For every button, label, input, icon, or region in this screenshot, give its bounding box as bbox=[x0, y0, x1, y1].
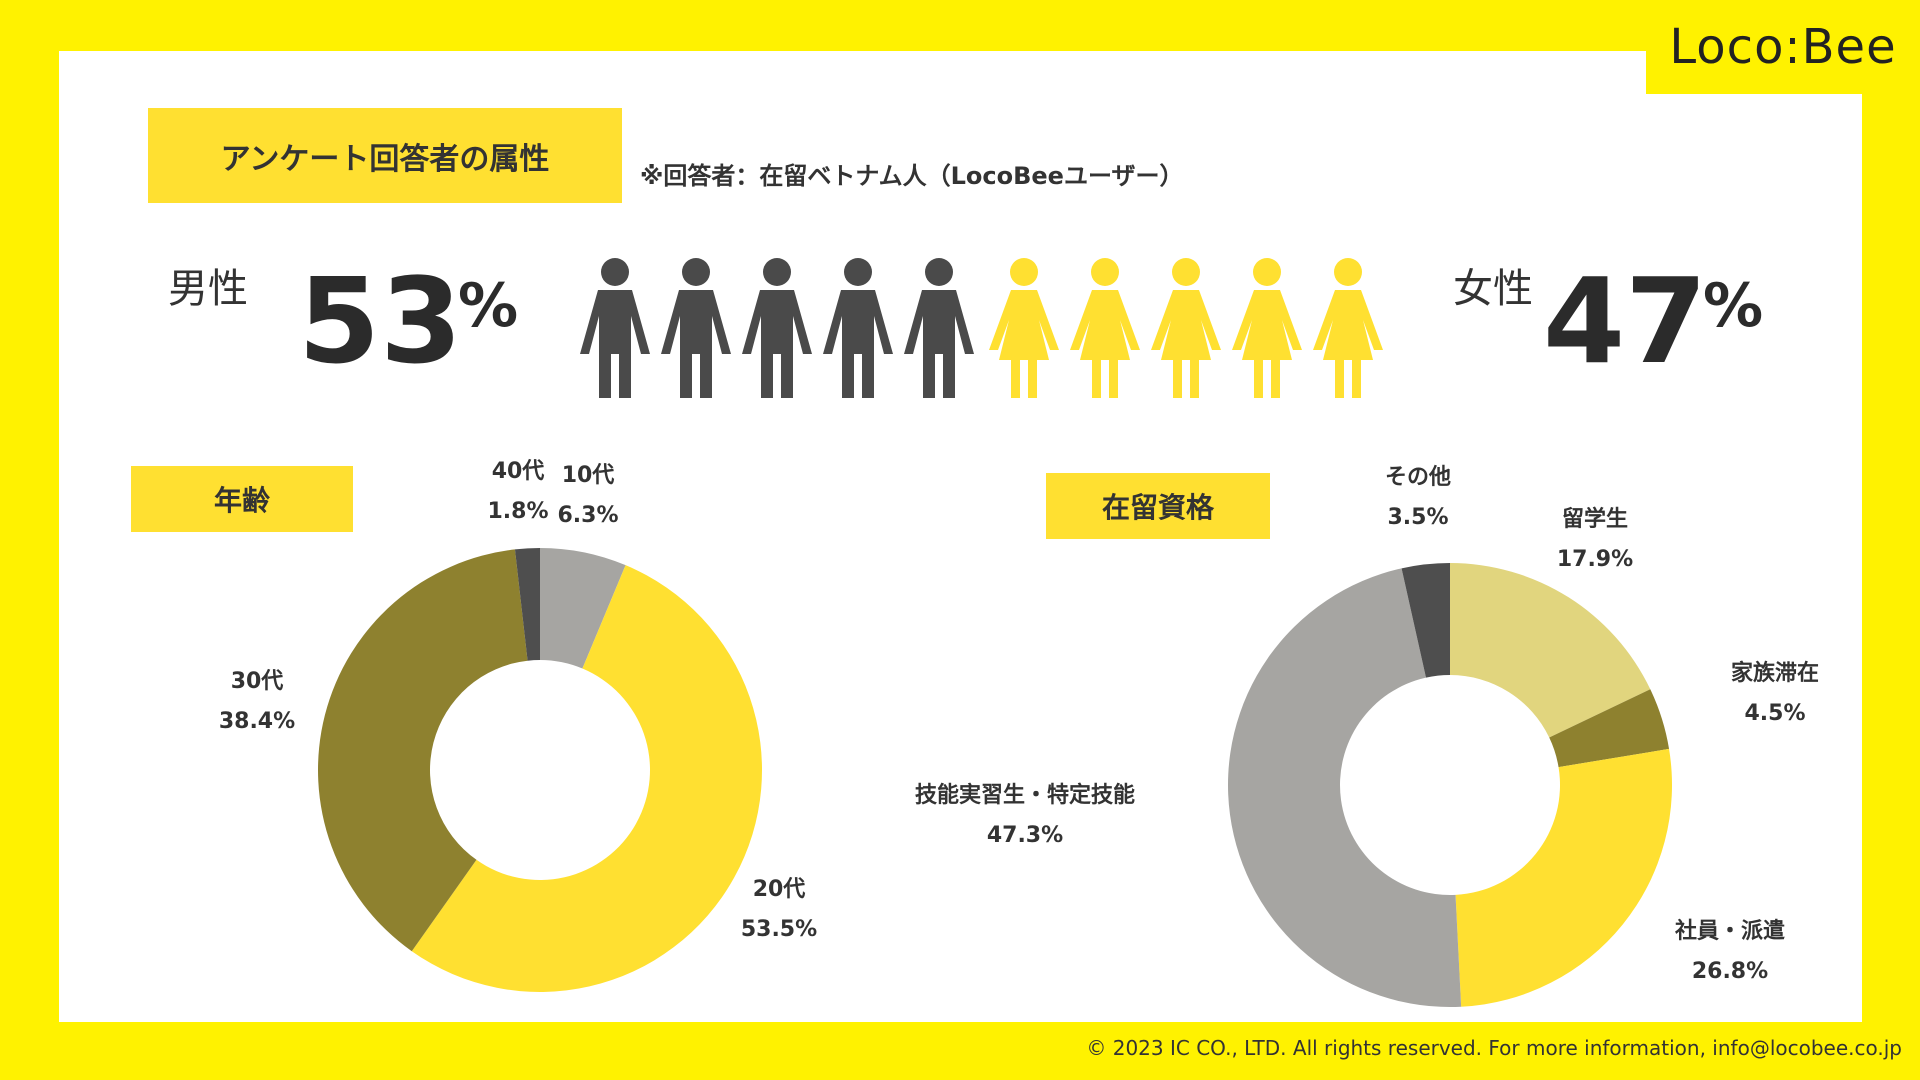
res-label-student: 留学生 17.9% bbox=[1540, 500, 1650, 580]
res-trainee-value: 47.3% bbox=[986, 823, 1064, 848]
people-svg bbox=[580, 258, 1383, 398]
female-person-icon-4 bbox=[1313, 258, 1383, 398]
residence-slice-その他 bbox=[1401, 563, 1450, 678]
res-label-family: 家族滞在 4.5% bbox=[1700, 654, 1850, 734]
survey-title: アンケート回答者の属性 bbox=[148, 108, 622, 203]
copyright-footer: © 2023 IC CO., LTD. All rights reserved.… bbox=[1086, 1036, 1902, 1060]
age-label-30s: 30代 38.4% bbox=[212, 662, 302, 742]
age-10s-category: 10代 bbox=[561, 463, 615, 488]
male-person-icon-1 bbox=[661, 258, 731, 398]
female-percent: 47 bbox=[1543, 252, 1708, 390]
age-30s-category: 30代 bbox=[230, 669, 284, 694]
residence-chart-title: 在留資格 bbox=[1046, 473, 1270, 539]
res-family-category: 家族滞在 bbox=[1730, 661, 1819, 686]
logo-box: Loco:Bee bbox=[1646, 0, 1920, 94]
male-percent: 53 bbox=[298, 252, 463, 390]
age-label-40s: 40代 1.8% bbox=[478, 452, 558, 532]
female-person-icon-1 bbox=[1070, 258, 1140, 398]
residence-slice-家族滞在 bbox=[1549, 689, 1670, 768]
age-label-10s: 10代 6.3% bbox=[548, 456, 628, 536]
age-label-20s: 20代 53.5% bbox=[734, 870, 824, 950]
male-person-icon-3 bbox=[823, 258, 893, 398]
res-other-value: 3.5% bbox=[1387, 505, 1449, 530]
age-slice-30代 bbox=[318, 549, 528, 952]
residence-slice-社員・派遣 bbox=[1455, 748, 1672, 1007]
res-student-value: 17.9% bbox=[1556, 547, 1634, 572]
age-20s-category: 20代 bbox=[752, 877, 806, 902]
female-label: 女性 bbox=[1453, 266, 1533, 312]
locobee-logo: Loco:Bee bbox=[1669, 19, 1897, 75]
female-person-icon-2 bbox=[1151, 258, 1221, 398]
age-10s-value: 6.3% bbox=[557, 503, 619, 528]
res-family-value: 4.5% bbox=[1744, 701, 1806, 726]
respondent-note: ※回答者：在留ベトナム人（LocoBeeユーザー） bbox=[640, 162, 1184, 190]
male-percent-sign: % bbox=[458, 271, 519, 341]
age-donut-chart bbox=[318, 548, 763, 993]
age-slice-40代 bbox=[514, 548, 540, 661]
residence-slice-技能実習生・特定技能 bbox=[1228, 568, 1462, 1007]
age-slice-10代 bbox=[540, 548, 626, 669]
residence-donut-chart bbox=[1228, 563, 1672, 1007]
res-other-category: その他 bbox=[1384, 465, 1451, 490]
res-label-other: その他 3.5% bbox=[1368, 458, 1468, 538]
res-label-employee: 社員・派遣 26.8% bbox=[1650, 912, 1810, 992]
female-percent-sign: % bbox=[1703, 271, 1764, 341]
age-chart-title: 年齢 bbox=[131, 466, 353, 532]
age-40s-category: 40代 bbox=[491, 459, 545, 484]
res-trainee-category: 技能実習生・特定技能 bbox=[914, 783, 1135, 808]
male-label: 男性 bbox=[168, 266, 248, 312]
res-employee-category: 社員・派遣 bbox=[1674, 919, 1785, 944]
male-person-icon-2 bbox=[742, 258, 812, 398]
female-person-icon-0 bbox=[989, 258, 1059, 398]
res-label-trainee: 技能実習生・特定技能 47.3% bbox=[870, 776, 1180, 856]
res-student-category: 留学生 bbox=[1561, 507, 1628, 532]
age-slice-20代 bbox=[411, 565, 763, 993]
age-20s-value: 53.5% bbox=[740, 917, 818, 942]
res-employee-value: 26.8% bbox=[1691, 959, 1769, 984]
female-person-icon-3 bbox=[1232, 258, 1302, 398]
gender-people-icons bbox=[578, 258, 1408, 412]
male-person-icon-0 bbox=[580, 258, 650, 398]
male-person-icon-4 bbox=[904, 258, 974, 398]
age-30s-value: 38.4% bbox=[218, 709, 296, 734]
age-40s-value: 1.8% bbox=[487, 499, 549, 524]
residence-slice-留学生 bbox=[1450, 563, 1651, 738]
